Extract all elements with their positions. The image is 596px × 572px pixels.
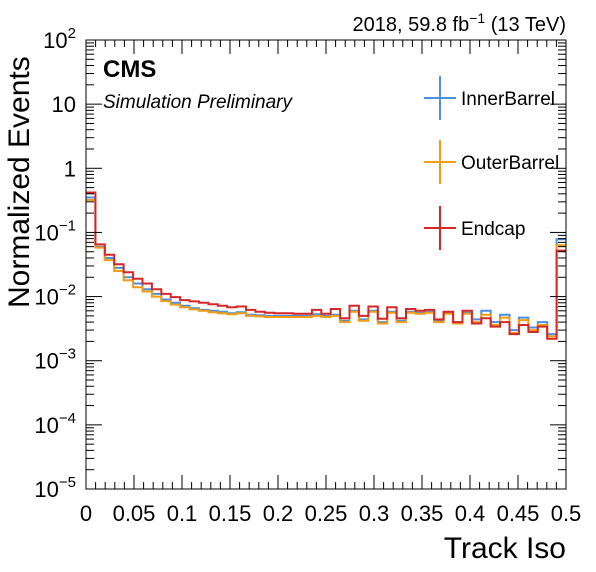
x-tick-label: 0.1 — [167, 501, 198, 526]
series-outerbarrel-line — [86, 199, 566, 338]
x-tick-label: 0.45 — [497, 501, 540, 526]
x-tick-label: 0.2 — [263, 501, 294, 526]
x-tick-label: 0.15 — [209, 501, 252, 526]
y-axis-title: Normalized Events — [3, 56, 36, 308]
series-layer — [86, 191, 566, 340]
x-tick-label: 0.25 — [305, 501, 348, 526]
x-tick-label: 0.5 — [551, 501, 582, 526]
legend-outerbarrel-label: OuterBarrel — [461, 153, 559, 174]
x-tick-label: 0.35 — [401, 501, 444, 526]
y-tick-label: 10−3 — [34, 346, 76, 374]
x-axis-title: Track Iso — [444, 532, 566, 565]
y-tick-label: 10−5 — [34, 474, 76, 502]
tick-layer: 0 0.05 0.1 0.15 0.2 0.25 0.3 0.35 0.4 0.45 0.5 10−5… — [34, 25, 581, 526]
y-tick-label: 10 — [52, 92, 76, 117]
x-tick-label: 0.4 — [455, 501, 486, 526]
legend: InnerBarrel OuterBarrel Endcap — [424, 76, 559, 250]
y-tick-label: 10−4 — [34, 410, 76, 438]
cms-label: CMS — [103, 56, 156, 83]
simulation-preliminary-label: Simulation Preliminary — [103, 92, 294, 113]
series-endcap-line — [86, 191, 566, 340]
y-tick-label: 102 — [43, 25, 76, 53]
y-tick-label: 10−2 — [34, 282, 76, 310]
legend-endcap-label: Endcap — [461, 219, 525, 240]
y-tick-label: 10−1 — [34, 217, 76, 245]
x-tick-label: 0.3 — [359, 501, 390, 526]
x-tick-label: 0.05 — [113, 501, 156, 526]
y-tick-label: 1 — [64, 156, 76, 181]
lumi-label: 2018, 59.8 fb−1 (13 TeV) — [352, 10, 566, 36]
series-innerbarrel-line — [86, 196, 566, 336]
legend-innerbarrel-label: InnerBarrel — [461, 89, 555, 110]
x-tick-label: 0 — [80, 501, 92, 526]
